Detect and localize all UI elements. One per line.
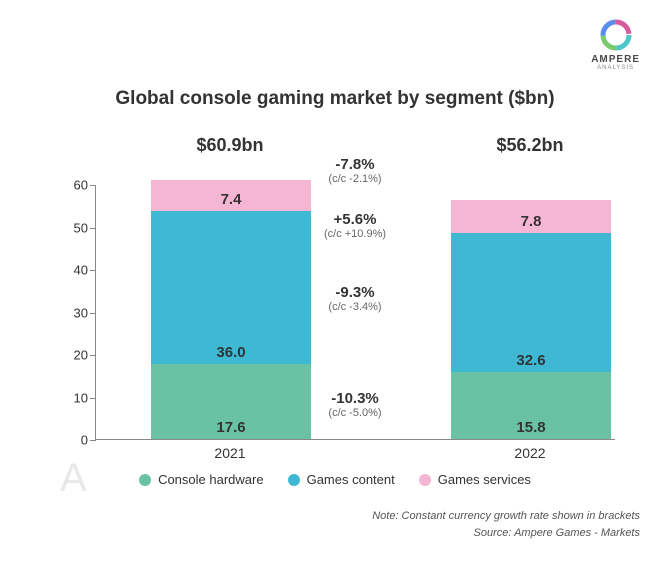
change-sub: (c/c +10.9%): [290, 228, 420, 240]
ytick-label: 50: [62, 220, 88, 235]
ytick-label: 40: [62, 263, 88, 278]
seg-label-content: 36.0: [151, 344, 311, 361]
ytick: [90, 313, 96, 314]
seg-label-services: 7.8: [451, 213, 611, 230]
ytick-label: 30: [62, 305, 88, 320]
ytick: [90, 228, 96, 229]
logo-icon: [599, 18, 633, 52]
change-main: -10.3%: [290, 390, 420, 407]
change-annotation: -10.3%(c/c -5.0%): [290, 390, 420, 419]
change-annotation: -7.8%(c/c -2.1%): [290, 156, 420, 185]
ytick: [90, 398, 96, 399]
seg-label-hardware: 15.8: [451, 419, 611, 436]
legend: Console hardware Games content Games servi…: [0, 472, 670, 489]
change-annotation: +5.6%(c/c +10.9%): [290, 211, 420, 240]
notes: Note: Constant currency growth rate show…: [372, 508, 640, 541]
note-line1: Note: Constant currency growth rate show…: [372, 508, 640, 525]
legend-item-content: Games content: [288, 472, 395, 487]
chart: 0 10 20 30 40 50 60 17.6 36.0 7.4 15.8 32.6 7.8 $60.…: [55, 130, 615, 460]
change-main: -9.3%: [290, 284, 420, 301]
note-line2: Source: Ampere Games - Markets: [372, 525, 640, 542]
seg-content: [151, 211, 311, 364]
logo: AMPERE ANALYSIS: [591, 18, 640, 71]
seg-label-hardware: 17.6: [151, 419, 311, 436]
ytick: [90, 185, 96, 186]
legend-swatch: [139, 474, 151, 486]
ytick-label: 0: [62, 433, 88, 448]
xlabel-2022: 2022: [450, 445, 610, 461]
ytick: [90, 355, 96, 356]
change-annotation: -9.3%(c/c -3.4%): [290, 284, 420, 313]
change-sub: (c/c -5.0%): [290, 407, 420, 419]
change-main: +5.6%: [290, 211, 420, 228]
legend-swatch: [419, 474, 431, 486]
seg-label-content: 32.6: [451, 352, 611, 369]
ytick-label: 60: [62, 178, 88, 193]
total-2022: $56.2bn: [450, 135, 610, 156]
logo-brand: AMPERE: [591, 54, 640, 65]
legend-item-services: Games services: [419, 472, 531, 487]
legend-item-hardware: Console hardware: [139, 472, 264, 487]
xlabel-2021: 2021: [150, 445, 310, 461]
legend-swatch: [288, 474, 300, 486]
chart-title: Global console gaming market by segment …: [0, 88, 670, 110]
change-sub: (c/c -3.4%): [290, 301, 420, 313]
total-2021: $60.9bn: [150, 135, 310, 156]
seg-label-services: 7.4: [151, 191, 311, 208]
ytick-label: 20: [62, 348, 88, 363]
ytick: [90, 440, 96, 441]
logo-sub: ANALYSIS: [591, 65, 640, 71]
change-sub: (c/c -2.1%): [290, 173, 420, 185]
legend-label: Games services: [438, 472, 531, 487]
legend-label: Console hardware: [158, 472, 264, 487]
legend-label: Games content: [307, 472, 395, 487]
ytick-label: 10: [62, 390, 88, 405]
change-main: -7.8%: [290, 156, 420, 173]
ytick: [90, 270, 96, 271]
